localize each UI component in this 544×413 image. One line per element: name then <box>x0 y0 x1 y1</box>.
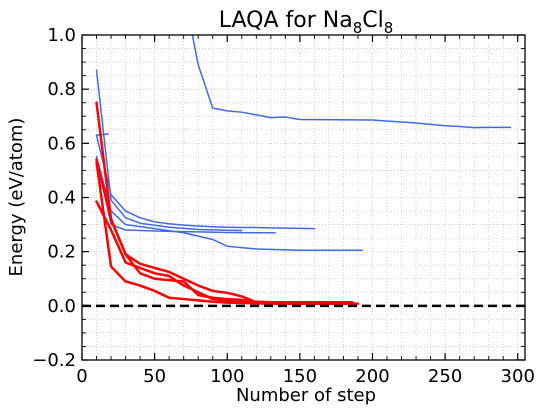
x-tick-label: 200 <box>355 366 389 387</box>
series-line-red-3 <box>95 161 360 305</box>
x-tick-label: 300 <box>501 366 535 387</box>
x-tick-label: 100 <box>210 366 244 387</box>
x-tick-label: 150 <box>283 366 317 387</box>
series-group <box>95 35 512 305</box>
y-tick-label: 0.0 <box>47 296 76 317</box>
series-line-blue-2 <box>95 134 316 230</box>
y-tick-label: 0.4 <box>47 188 76 209</box>
x-tick-label: 0 <box>76 366 87 387</box>
series-line-blue-3 <box>95 69 243 232</box>
y-tick-label: 1.0 <box>47 25 76 46</box>
series-line-blue-1 <box>191 35 512 129</box>
y-tick-label: 0.2 <box>47 242 76 263</box>
series-line-red-4 <box>95 200 354 304</box>
x-tick-label: 250 <box>428 366 462 387</box>
y-tick-label: −0.2 <box>32 350 76 371</box>
x-tick-label: 50 <box>143 366 166 387</box>
ticks <box>81 34 525 361</box>
y-tick-label: 0.8 <box>47 79 76 100</box>
y-tick-labels: −0.2 0.0 0.2 0.4 0.6 0.8 1.0 <box>32 25 76 371</box>
y-tick-label: 0.6 <box>47 133 76 154</box>
x-axis-label: Number of step <box>236 385 376 406</box>
x-tick-labels: 0 50 100 150 200 250 300 <box>76 366 535 387</box>
y-axis-label: Energy (eV/atom) <box>6 118 27 277</box>
chart-title: LAQA for Na8Cl8 <box>219 8 394 37</box>
series-line-blue-5 <box>95 156 364 252</box>
series-line-blue-6 <box>95 133 109 136</box>
